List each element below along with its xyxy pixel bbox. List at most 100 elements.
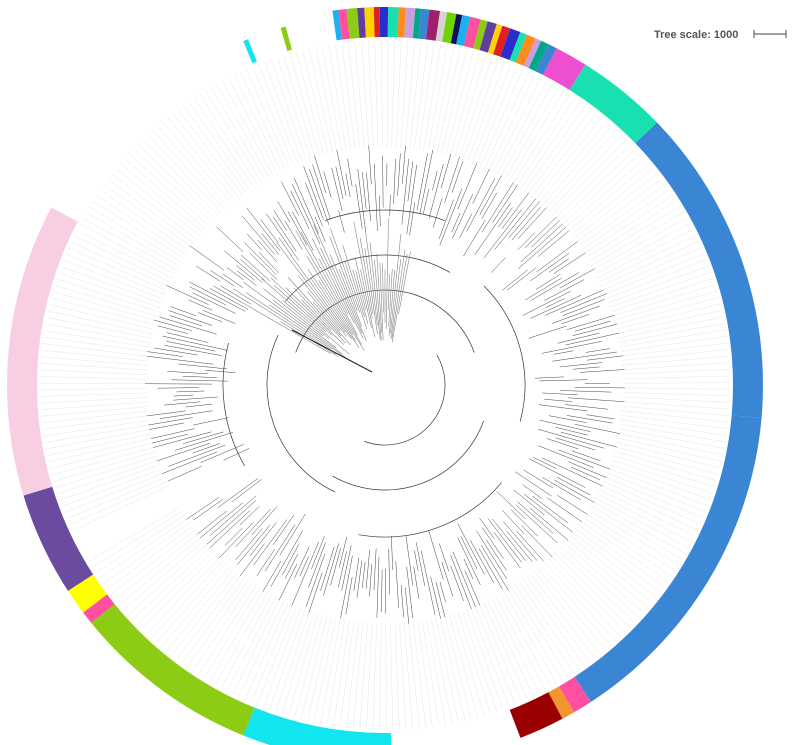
leaf-branch — [559, 362, 603, 368]
leaf-branch — [209, 510, 251, 549]
leaf-guide-line — [612, 284, 716, 317]
leaf-branch — [564, 404, 609, 410]
leaf-branch — [501, 192, 529, 229]
leaf-guide-line — [55, 455, 158, 488]
leaf-branch — [270, 530, 303, 587]
leaf-branch — [202, 310, 236, 324]
branch-grey-cluster — [318, 258, 349, 315]
leaf-guide-line — [441, 49, 467, 154]
leaf-guide-line — [569, 535, 653, 604]
leaf-guide-line — [475, 66, 518, 166]
leaf-guide-line — [270, 59, 307, 161]
leaf-guide-line — [379, 622, 382, 730]
leaf-branch — [152, 433, 188, 444]
leaf-branch — [217, 478, 259, 508]
leaf-branch — [382, 155, 384, 208]
branch-grey-cluster — [360, 269, 376, 338]
leaf-guide-line — [418, 43, 435, 150]
leaf-guide-line — [102, 521, 191, 585]
branch-grey-cluster — [359, 238, 374, 315]
leaf-branch — [428, 530, 444, 580]
leaf-guide-line — [203, 587, 261, 679]
leaf-guide-line — [172, 112, 239, 198]
leaf-branch — [395, 561, 399, 609]
leaf-guide-line — [563, 542, 644, 614]
leaf-branch — [508, 201, 540, 238]
leaf-guide-line — [40, 392, 148, 397]
leaf-guide-line — [590, 211, 684, 266]
leaf-branch — [163, 401, 201, 406]
leaf-guide-line — [400, 40, 409, 148]
leaf-guide-line — [88, 506, 181, 562]
leaf-guide-line — [613, 290, 718, 321]
leaf-guide-line — [610, 459, 713, 494]
leaf-guide-line — [547, 558, 621, 638]
leaf-branch — [502, 510, 525, 534]
leaf-branch — [517, 207, 547, 239]
clade-band-multicolor-segment — [412, 8, 422, 39]
leaf-branch — [195, 265, 221, 282]
leaf-guide-line — [622, 362, 730, 370]
leaf-guide-line — [426, 619, 446, 725]
leaf-branch — [291, 541, 319, 606]
leaf-guide-line — [544, 129, 618, 210]
branch-grey-cluster — [364, 248, 378, 335]
leaf-guide-line — [107, 179, 195, 244]
leaf-guide-line — [92, 200, 184, 259]
clade-band-multicolor-segment — [479, 21, 497, 53]
leaf-branch — [355, 184, 363, 229]
leaf-guide-line — [621, 349, 729, 361]
leaf-guide-line — [618, 428, 725, 449]
branch-grey-cluster — [276, 242, 346, 333]
leaf-branch — [553, 350, 574, 355]
leaf-branch — [430, 576, 441, 619]
leaf-branch — [336, 149, 347, 197]
leaf-branch — [522, 291, 571, 316]
leaf-branch — [534, 376, 564, 379]
isolated-strip-cyan — [243, 39, 257, 64]
leaf-guide-line — [40, 363, 148, 371]
leaf-guide-line — [45, 428, 152, 450]
leaf-branch — [555, 437, 596, 451]
leaf-branch — [438, 199, 454, 239]
leaf-guide-line — [391, 40, 395, 148]
leaf-branch — [226, 267, 244, 281]
leaf-branch — [556, 476, 591, 496]
leaf-guide-line — [82, 218, 177, 271]
leaf-guide-line — [593, 217, 687, 270]
leaf-branch — [561, 314, 590, 325]
clade-color-ring — [6, 7, 763, 745]
leaf-guide-line — [507, 588, 563, 681]
leaf-guide-line — [141, 553, 218, 630]
leaf-guide-line — [622, 355, 729, 366]
leaf-guide-line — [40, 369, 148, 375]
leaf-branch — [240, 259, 265, 281]
leaf-branch — [463, 219, 486, 257]
leaf-guide-line — [289, 53, 320, 157]
leaf-guide-line — [614, 446, 719, 475]
leaf-branch — [557, 494, 588, 515]
clade-band-multicolor-segment — [509, 32, 527, 63]
leaf-branch — [524, 493, 573, 533]
leaf-guide-line — [43, 336, 150, 353]
leaf-branch — [420, 550, 436, 616]
leaf-guide-line — [42, 343, 149, 357]
leaf-branch — [524, 216, 557, 249]
leaf-guide-line — [508, 90, 565, 182]
leaf-guide-line — [308, 48, 333, 153]
leaf-branch — [545, 289, 604, 316]
leaf-guide-line — [47, 433, 153, 456]
leaf-guide-line — [120, 163, 203, 233]
leaf-guide-line — [165, 568, 235, 652]
leaf-branch — [574, 387, 625, 389]
branch-grey-cluster — [312, 301, 351, 346]
leaf-branch — [559, 268, 596, 289]
leaf-guide-line — [538, 120, 608, 204]
leaf-guide-line — [127, 543, 208, 616]
leaf-guide-line — [586, 200, 677, 259]
branch-grey-cluster — [282, 300, 330, 339]
branch-grey-cluster — [310, 278, 360, 348]
leaf-guide-line — [399, 622, 407, 730]
leaf-guide-line — [51, 446, 156, 476]
leaf-guide-line — [417, 620, 433, 727]
